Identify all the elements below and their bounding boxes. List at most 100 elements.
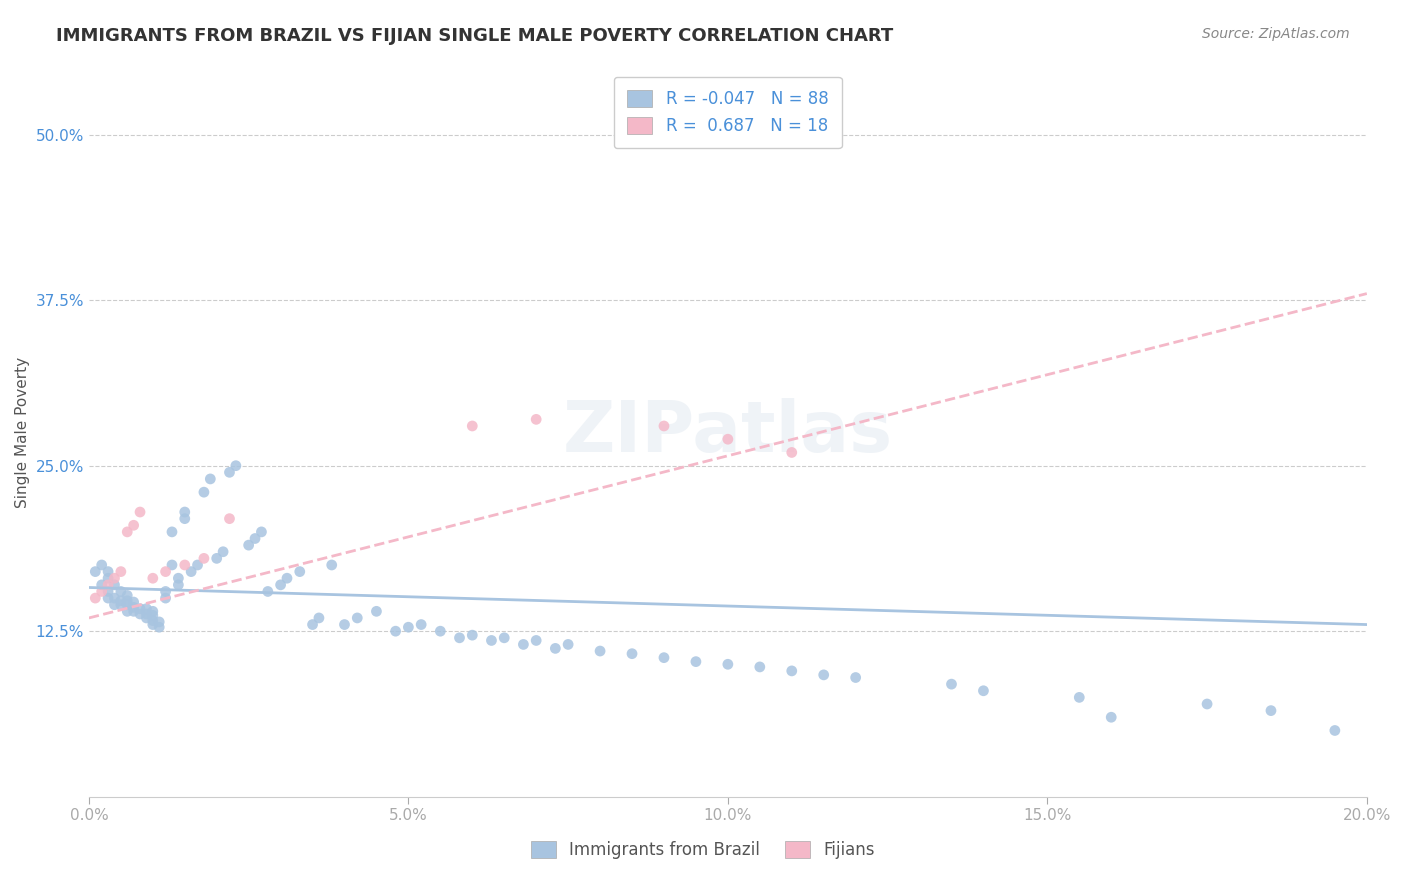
- Point: [685, 655, 707, 669]
- Point: [167, 578, 190, 592]
- Point: [97, 565, 120, 579]
- Point: [845, 671, 868, 685]
- Point: [142, 614, 165, 628]
- Point: [512, 637, 534, 651]
- Point: [212, 545, 235, 559]
- Point: [524, 412, 547, 426]
- Point: [429, 624, 451, 639]
- Point: [167, 571, 190, 585]
- Point: [589, 644, 612, 658]
- Y-axis label: Single Male Poverty: Single Male Poverty: [15, 357, 30, 508]
- Point: [142, 617, 165, 632]
- Point: [1260, 704, 1282, 718]
- Point: [103, 571, 125, 585]
- Point: [813, 668, 835, 682]
- Point: [135, 607, 157, 621]
- Point: [941, 677, 963, 691]
- Point: [173, 505, 195, 519]
- Point: [142, 604, 165, 618]
- Text: ZIPatlas: ZIPatlas: [562, 398, 893, 467]
- Point: [117, 598, 139, 612]
- Point: [84, 591, 107, 606]
- Point: [243, 532, 266, 546]
- Point: [270, 578, 292, 592]
- Point: [173, 558, 195, 572]
- Point: [652, 650, 675, 665]
- Point: [155, 565, 177, 579]
- Point: [1069, 690, 1091, 705]
- Point: [90, 584, 112, 599]
- Point: [717, 432, 740, 446]
- Point: [142, 571, 165, 585]
- Point: [103, 578, 125, 592]
- Point: [461, 419, 484, 434]
- Point: [308, 611, 330, 625]
- Point: [142, 608, 165, 623]
- Point: [384, 624, 406, 639]
- Point: [557, 637, 579, 651]
- Point: [972, 683, 994, 698]
- Point: [117, 604, 139, 618]
- Point: [544, 641, 567, 656]
- Point: [97, 578, 120, 592]
- Point: [148, 620, 170, 634]
- Point: [1323, 723, 1346, 738]
- Point: [97, 584, 120, 599]
- Point: [481, 633, 503, 648]
- Point: [122, 595, 145, 609]
- Point: [135, 601, 157, 615]
- Point: [117, 589, 139, 603]
- Point: [110, 565, 132, 579]
- Point: [155, 591, 177, 606]
- Point: [748, 660, 770, 674]
- Point: [225, 458, 247, 473]
- Point: [103, 591, 125, 606]
- Point: [494, 631, 516, 645]
- Point: [122, 600, 145, 615]
- Point: [250, 524, 273, 539]
- Point: [780, 664, 803, 678]
- Point: [652, 419, 675, 434]
- Point: [346, 611, 368, 625]
- Point: [129, 607, 152, 621]
- Point: [103, 598, 125, 612]
- Point: [117, 524, 139, 539]
- Point: [200, 472, 222, 486]
- Point: [186, 558, 208, 572]
- Point: [411, 617, 433, 632]
- Text: Source: ZipAtlas.com: Source: ZipAtlas.com: [1202, 27, 1350, 41]
- Point: [333, 617, 356, 632]
- Point: [180, 565, 202, 579]
- Point: [110, 593, 132, 607]
- Text: IMMIGRANTS FROM BRAZIL VS FIJIAN SINGLE MALE POVERTY CORRELATION CHART: IMMIGRANTS FROM BRAZIL VS FIJIAN SINGLE …: [56, 27, 893, 45]
- Point: [155, 584, 177, 599]
- Point: [218, 511, 240, 525]
- Point: [122, 604, 145, 618]
- Point: [449, 631, 471, 645]
- Point: [97, 591, 120, 606]
- Point: [148, 615, 170, 629]
- Point: [97, 571, 120, 585]
- Point: [396, 620, 419, 634]
- Point: [717, 657, 740, 672]
- Point: [160, 558, 183, 572]
- Legend: Immigrants from Brazil, Fijians: Immigrants from Brazil, Fijians: [524, 834, 882, 866]
- Point: [193, 551, 215, 566]
- Point: [205, 551, 228, 566]
- Point: [461, 628, 484, 642]
- Point: [301, 617, 323, 632]
- Point: [218, 466, 240, 480]
- Legend: R = -0.047   N = 88, R =  0.687   N = 18: R = -0.047 N = 88, R = 0.687 N = 18: [614, 77, 842, 148]
- Point: [160, 524, 183, 539]
- Point: [256, 584, 278, 599]
- Point: [193, 485, 215, 500]
- Point: [366, 604, 388, 618]
- Point: [288, 565, 311, 579]
- Point: [276, 571, 298, 585]
- Point: [84, 565, 107, 579]
- Point: [90, 578, 112, 592]
- Point: [135, 611, 157, 625]
- Point: [173, 511, 195, 525]
- Point: [621, 647, 644, 661]
- Point: [238, 538, 260, 552]
